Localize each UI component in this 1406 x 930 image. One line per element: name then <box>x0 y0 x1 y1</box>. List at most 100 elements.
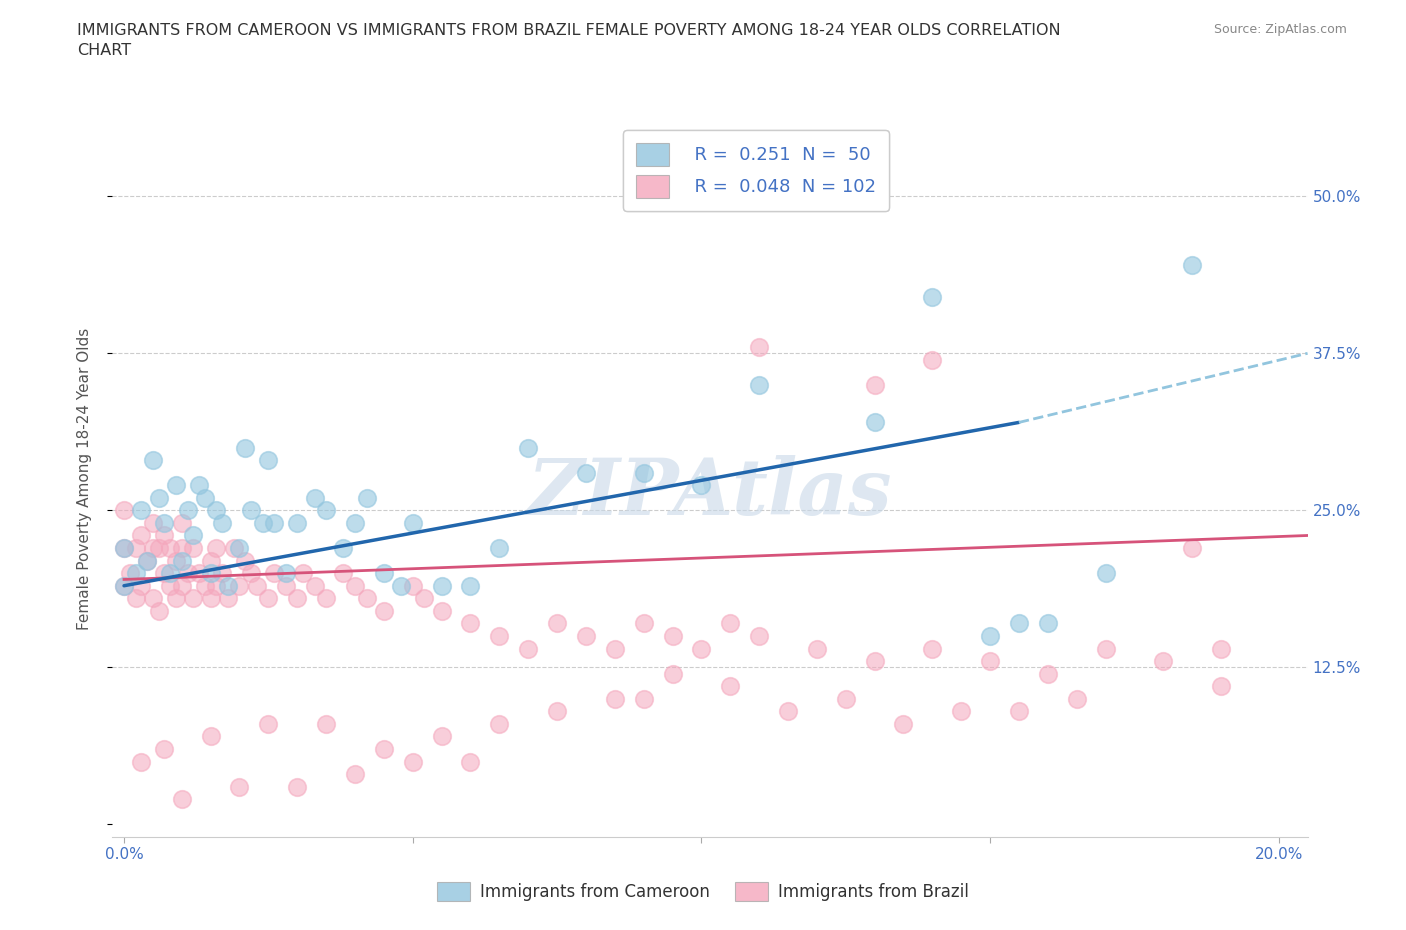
Point <box>170 791 193 806</box>
Point <box>921 641 943 656</box>
Point <box>274 578 297 593</box>
Point <box>181 528 204 543</box>
Point <box>1209 641 1232 656</box>
Point <box>159 540 181 555</box>
Point <box>690 478 713 493</box>
Point <box>979 654 1001 669</box>
Point <box>188 478 211 493</box>
Point <box>343 766 366 781</box>
Point <box>200 553 222 568</box>
Point <box>834 691 856 706</box>
Point <box>661 666 683 681</box>
Point <box>373 565 395 580</box>
Point <box>633 691 655 706</box>
Point <box>217 591 239 605</box>
Point <box>718 679 741 694</box>
Point <box>165 591 187 605</box>
Point <box>205 578 228 593</box>
Point <box>332 540 354 555</box>
Point <box>153 515 176 530</box>
Point <box>181 540 204 555</box>
Point <box>181 591 204 605</box>
Point <box>217 578 239 593</box>
Point <box>153 528 176 543</box>
Point <box>194 578 217 593</box>
Point <box>257 716 280 731</box>
Point <box>343 515 366 530</box>
Point <box>304 578 326 593</box>
Point <box>233 440 256 455</box>
Legend:   R =  0.251  N =  50,   R =  0.048  N = 102: R = 0.251 N = 50, R = 0.048 N = 102 <box>623 130 889 210</box>
Point <box>136 553 159 568</box>
Point <box>153 741 176 756</box>
Point <box>124 565 146 580</box>
Point <box>488 716 510 731</box>
Point <box>205 540 228 555</box>
Point <box>200 729 222 744</box>
Point <box>165 553 187 568</box>
Point <box>413 591 436 605</box>
Point <box>315 716 337 731</box>
Point <box>131 578 153 593</box>
Point <box>315 503 337 518</box>
Point <box>517 641 540 656</box>
Text: IMMIGRANTS FROM CAMEROON VS IMMIGRANTS FROM BRAZIL FEMALE POVERTY AMONG 18-24 YE: IMMIGRANTS FROM CAMEROON VS IMMIGRANTS F… <box>77 23 1062 58</box>
Point <box>200 591 222 605</box>
Point <box>142 540 165 555</box>
Point <box>402 754 425 769</box>
Point <box>921 289 943 304</box>
Point <box>603 691 626 706</box>
Point <box>263 515 285 530</box>
Point <box>633 616 655 631</box>
Point <box>148 490 170 505</box>
Point <box>356 490 378 505</box>
Point <box>131 503 153 518</box>
Point <box>718 616 741 631</box>
Y-axis label: Female Poverty Among 18-24 Year Olds: Female Poverty Among 18-24 Year Olds <box>77 328 91 631</box>
Point <box>131 528 153 543</box>
Point <box>131 754 153 769</box>
Point <box>863 415 886 430</box>
Point <box>285 515 308 530</box>
Point <box>285 779 308 794</box>
Point <box>1036 666 1059 681</box>
Point <box>176 565 198 580</box>
Point <box>460 578 482 593</box>
Point <box>1066 691 1088 706</box>
Point <box>257 591 280 605</box>
Point <box>263 565 285 580</box>
Point <box>806 641 828 656</box>
Point <box>112 540 135 555</box>
Point <box>603 641 626 656</box>
Point <box>274 565 297 580</box>
Point <box>430 604 453 618</box>
Point <box>430 729 453 744</box>
Point <box>575 465 598 480</box>
Point <box>228 779 250 794</box>
Point <box>233 553 256 568</box>
Point <box>488 629 510 644</box>
Point <box>517 440 540 455</box>
Point <box>240 565 263 580</box>
Point <box>148 604 170 618</box>
Point <box>211 515 233 530</box>
Point <box>979 629 1001 644</box>
Point <box>690 641 713 656</box>
Point <box>1209 679 1232 694</box>
Point <box>112 503 135 518</box>
Point <box>1181 258 1204 272</box>
Point <box>285 591 308 605</box>
Point <box>205 503 228 518</box>
Point <box>1094 565 1116 580</box>
Point <box>292 565 315 580</box>
Point <box>1152 654 1174 669</box>
Point <box>1094 641 1116 656</box>
Point <box>159 565 181 580</box>
Point <box>402 578 425 593</box>
Point <box>228 540 250 555</box>
Point <box>1181 540 1204 555</box>
Point <box>430 578 453 593</box>
Point <box>194 490 217 505</box>
Point <box>142 591 165 605</box>
Point <box>148 540 170 555</box>
